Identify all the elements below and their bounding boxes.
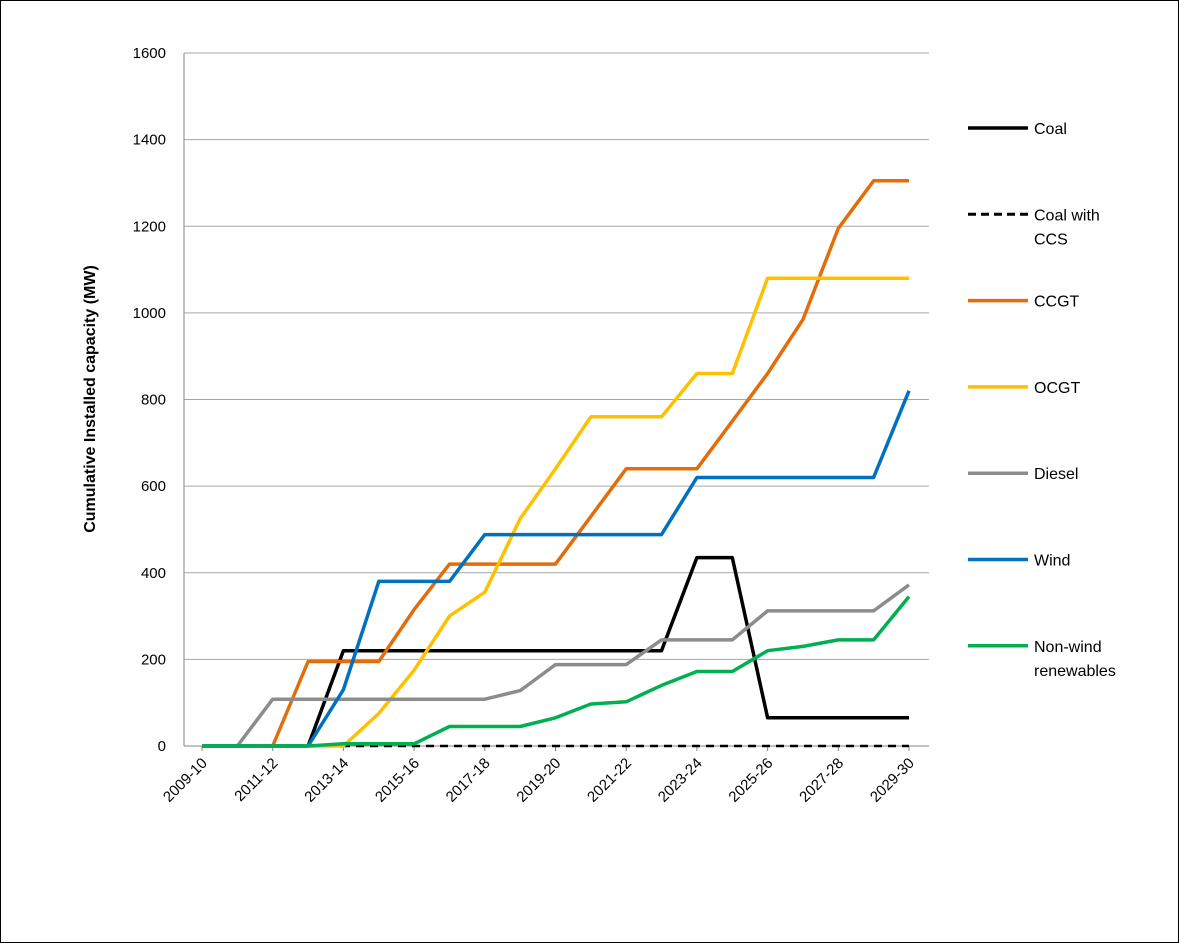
legend: Coal Coal with CCS CCGT OCGT Diesel Wind Non-wi…: [968, 121, 1116, 680]
y-tick-label: 1000: [133, 305, 166, 322]
x-tick-label: 2015-16: [372, 755, 423, 806]
y-tick-label: 0: [158, 738, 166, 755]
y-axis-label: Cumulative Installed capacity (MW): [82, 265, 99, 533]
y-axis-ticks: 0 200 400 600 800 1000 1200 1400 1600: [133, 45, 166, 755]
x-tick-label: 2021-22: [584, 755, 635, 806]
y-tick-label: 1200: [133, 218, 166, 235]
series-line-ccgt: [202, 179, 909, 748]
series-line-wind: [202, 390, 911, 748]
legend-label-diesel: Diesel: [1034, 466, 1078, 483]
legend-label-ccgt: CCGT: [1034, 294, 1080, 311]
legend-label-coal-with-ccs: CCS: [1034, 231, 1068, 248]
legend-label-wind: Wind: [1034, 553, 1070, 570]
y-tick-label: 600: [141, 478, 166, 495]
x-axis-ticks: 2009-10 2011-12 2013-14 2015-16 2017-18 2019-…: [160, 746, 918, 806]
y-tick-label: 400: [141, 565, 166, 582]
legend-label-coal: Coal: [1034, 121, 1067, 138]
x-tick-label: 2023-24: [655, 755, 706, 806]
x-tick-label: 2013-14: [301, 755, 352, 806]
x-tick-label: 2011-12: [231, 755, 281, 805]
y-tick-label: 1400: [133, 132, 166, 149]
y-tick-label: 800: [141, 392, 166, 409]
x-tick-label: 2017-18: [443, 755, 494, 806]
series-lines: [202, 179, 911, 748]
legend-label-non-wind-renewables: renewables: [1034, 663, 1116, 680]
x-tick-label: 2025-26: [725, 755, 776, 806]
legend-label-coal-with-ccs: Coal with: [1034, 207, 1100, 224]
x-tick-label: 2019-20: [513, 755, 564, 806]
y-tick-label: 200: [141, 651, 166, 668]
x-tick-label: 2029-30: [867, 755, 918, 806]
series-line-coal: [202, 555, 909, 748]
legend-label-non-wind-renewables: Non-wind: [1034, 639, 1102, 656]
legend-label-ocgt: OCGT: [1034, 380, 1080, 397]
x-tick-label: 2027-28: [796, 755, 847, 806]
series-line-diesel: [202, 583, 911, 748]
y-tick-label: 1600: [133, 45, 166, 62]
series-line-non-wind-renewables: [202, 595, 911, 748]
gridlines: [184, 52, 929, 660]
x-tick-label: 2009-10: [160, 755, 211, 806]
series-line-ocgt: [202, 276, 909, 748]
